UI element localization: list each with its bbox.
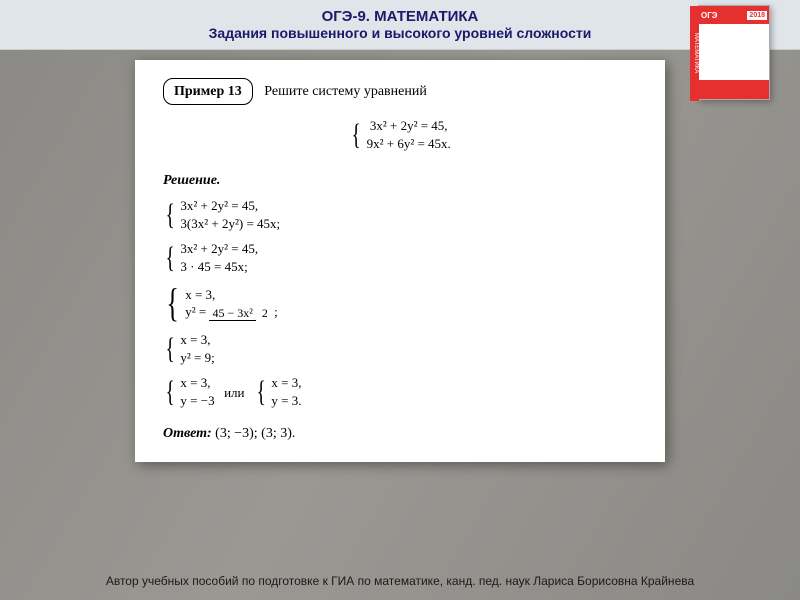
- brace-icon: {: [166, 334, 175, 364]
- final-pair: { x = 3, y = −3 или { x = 3, y = 3.: [163, 372, 637, 415]
- example-badge: Пример 13: [163, 78, 253, 105]
- header-title-1: ОГЭ-9. МАТЕМАТИКА: [0, 8, 800, 25]
- or-label: или: [224, 385, 244, 400]
- main-eq2: 9x² + 6y² = 45x.: [367, 135, 451, 153]
- final-left-eq2: y = −3: [180, 392, 214, 410]
- solution-label: Решение.: [163, 170, 637, 191]
- step4-eq1: x = 3,: [180, 331, 214, 349]
- footer: Автор учебных пособий по подготовке к ГИ…: [0, 574, 800, 588]
- brace-icon: {: [166, 377, 175, 407]
- step1-eq1: 3x² + 2y² = 45,: [180, 197, 280, 215]
- book-mid: [699, 24, 769, 79]
- step3-eq2: y² = 45 − 3x² 2 ;: [185, 303, 277, 321]
- step4-eq2: y² = 9;: [180, 349, 214, 367]
- answer-line: Ответ: (3; −3); (3; 3).: [163, 423, 637, 444]
- final-right-eq1: x = 3,: [271, 374, 301, 392]
- header-title-2: Задания повышенного и высокого уровней с…: [0, 25, 800, 41]
- math-page: Пример 13 Решите систему уравнений { 3x²…: [135, 60, 665, 462]
- main-eq1: 3x² + 2y² = 45,: [367, 117, 451, 135]
- step-1: { 3x² + 2y² = 45, 3(3x² + 2y²) = 45x;: [163, 197, 280, 232]
- brace-icon: {: [166, 243, 175, 273]
- frac-den: 2: [259, 306, 271, 320]
- problem-statement: Пример 13 Решите систему уравнений: [163, 78, 637, 105]
- final-right-eq2: y = 3.: [271, 392, 301, 410]
- step3-eq1: x = 3,: [185, 286, 277, 304]
- header-banner: ОГЭ-9. МАТЕМАТИКА Задания повышенного и …: [0, 0, 800, 50]
- frac-num: 45 − 3x²: [209, 306, 255, 321]
- book-top: ОГЭ 2018: [699, 6, 769, 24]
- step2-eq1: 3x² + 2y² = 45,: [180, 240, 258, 258]
- step3-lhs: y² =: [185, 304, 209, 319]
- book-year: 2018: [747, 11, 767, 20]
- book-badge: ОГЭ: [701, 11, 717, 20]
- step1-eq2: 3(3x² + 2y²) = 45x;: [180, 215, 280, 233]
- book-cover: МАТЕМАТИКА ОГЭ 2018: [698, 5, 770, 100]
- brace-icon: {: [166, 283, 178, 323]
- final-left-eq1: x = 3,: [180, 374, 214, 392]
- brace-icon: {: [166, 200, 175, 230]
- brace-icon: {: [352, 120, 361, 150]
- example-prompt: Решите систему уравнений: [264, 84, 427, 99]
- step2-eq2: 3 · 45 = 45x;: [180, 258, 258, 276]
- brace-icon: {: [257, 377, 266, 407]
- main-system: { 3x² + 2y² = 45, 9x² + 6y² = 45x.: [163, 115, 637, 158]
- answer-label: Ответ:: [163, 426, 212, 441]
- step-2: { 3x² + 2y² = 45, 3 · 45 = 45x;: [163, 240, 258, 275]
- step3-tail: ;: [274, 304, 278, 319]
- step-3: { x = 3, y² = 45 − 3x² 2 ;: [163, 283, 278, 323]
- fraction: 45 − 3x² 2: [209, 307, 270, 320]
- book-bottom: [699, 79, 769, 99]
- step-4: { x = 3, y² = 9;: [163, 331, 215, 366]
- answer-text: (3; −3); (3; 3).: [215, 426, 295, 441]
- book-spine: МАТЕМАТИКА: [690, 6, 699, 101]
